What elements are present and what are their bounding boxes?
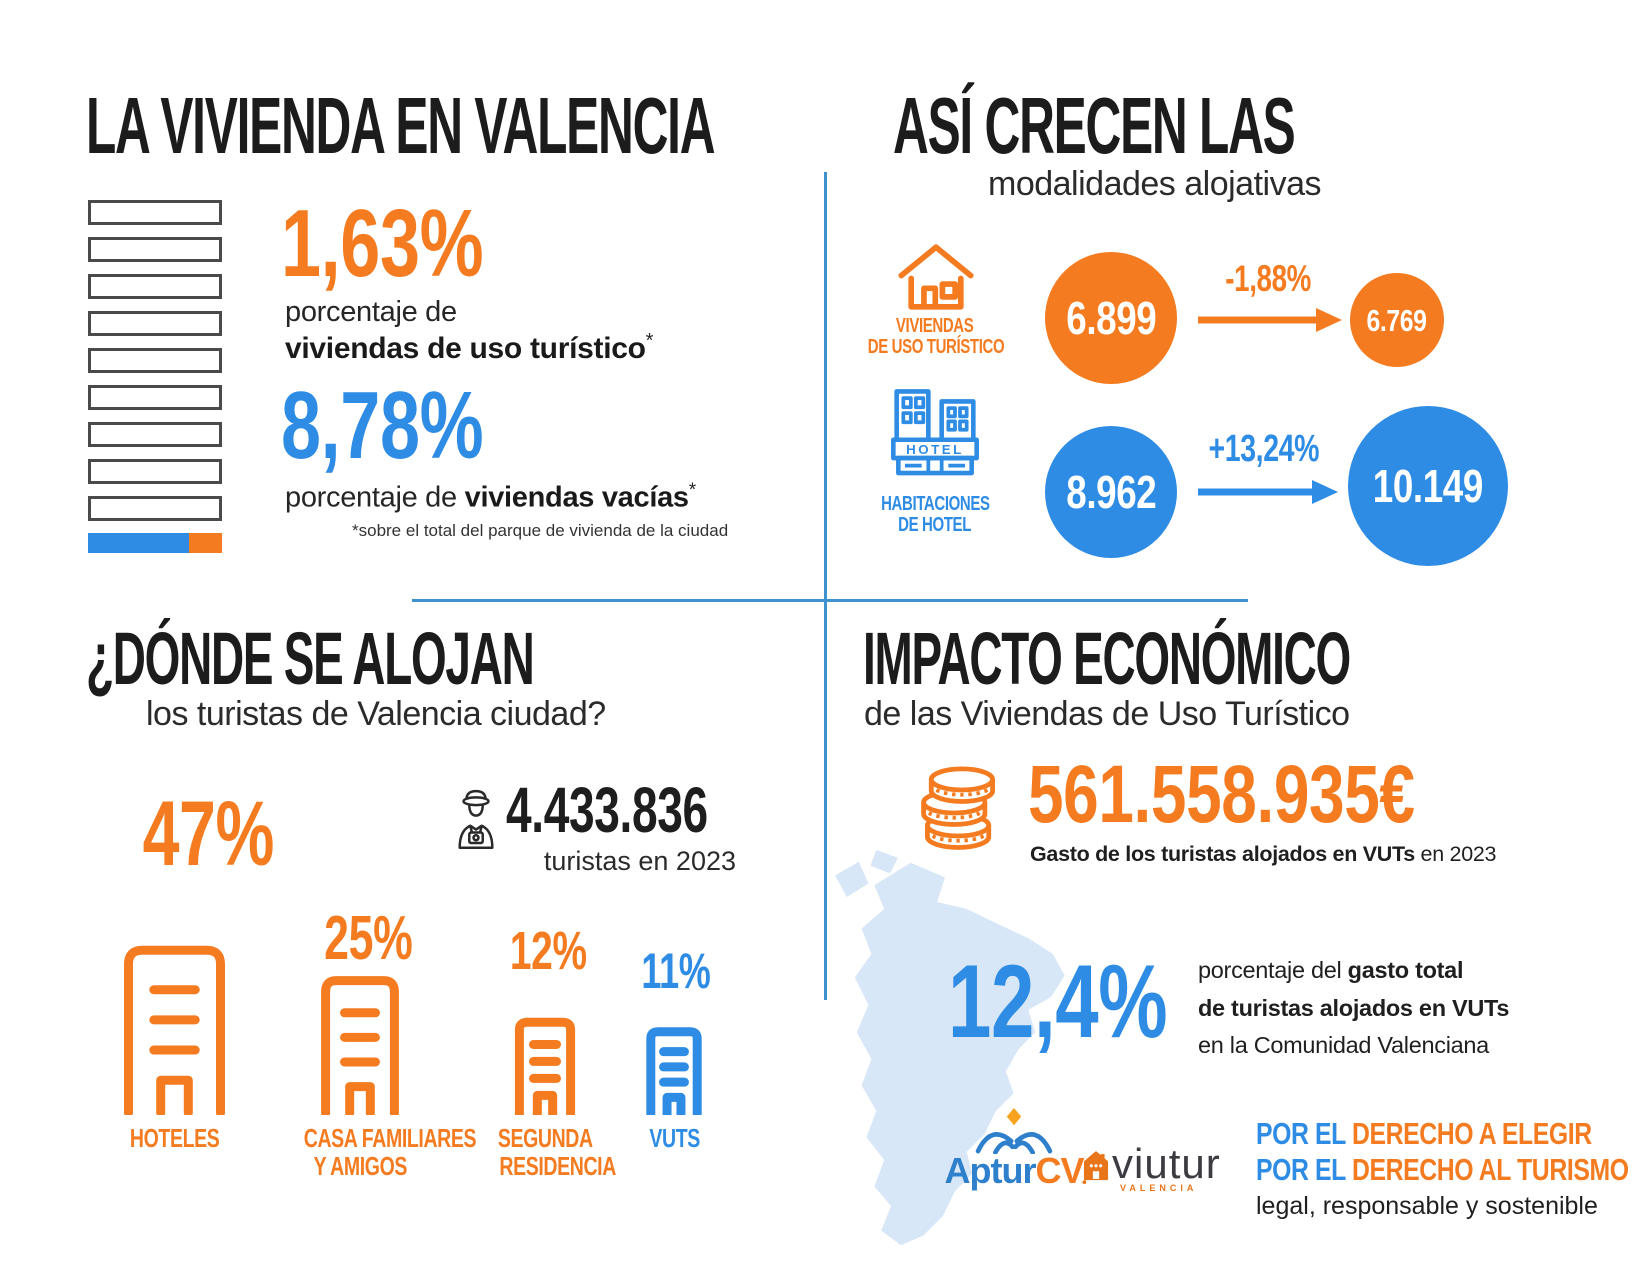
vertical-divider — [824, 172, 827, 1000]
bar-pct-casa: 25% — [324, 904, 413, 973]
hotel-arrow-icon — [1198, 480, 1338, 504]
bar-pct-vuts: 11% — [641, 943, 711, 999]
building-floor — [88, 422, 222, 447]
bar-building-casa — [317, 973, 403, 1115]
apturcv-logo-text: ApturCV — [944, 1150, 1085, 1191]
stat-vut-caption-line1: porcentaje de — [285, 296, 457, 328]
stat-empty-caption: porcentaje de viviendas vacías* — [285, 480, 696, 514]
footnote: *sobre el total del parque de vivienda d… — [352, 521, 729, 540]
bar-building-segunda — [513, 1017, 577, 1115]
spend-total: 561.558.935€ — [1028, 749, 1415, 840]
section-subtitle-modalidades: modalidades alojativas — [988, 165, 1321, 203]
section-title-crecen: ASÍ CRECEN LAS — [893, 81, 1296, 170]
bar-building-hoteles — [117, 941, 232, 1115]
bar-label-casa: CASA FAMILIARES Y AMIGOS — [303, 1123, 477, 1181]
building-floor — [88, 459, 222, 484]
house-icon — [898, 244, 974, 310]
slogan-line1: POR EL DERECHO A ELEGIR — [1256, 1116, 1592, 1151]
hotel-change-label: +13,24% — [1208, 428, 1320, 470]
vut-arrow-icon — [1198, 308, 1342, 332]
footnote-marker: * — [645, 330, 654, 352]
building-floors-graphic — [88, 200, 222, 553]
ratio-bar — [88, 533, 222, 553]
bar-pct-segunda: 12% — [509, 921, 587, 981]
building-floor — [88, 348, 222, 373]
vut-start-circle: 6.899 — [1045, 252, 1177, 384]
stat-empty-percentage: 8,78% — [281, 372, 484, 479]
slogan-line2: POR EL DERECHO AL TURISMO — [1256, 1152, 1629, 1187]
horizontal-divider — [412, 599, 1248, 602]
building-floor — [88, 311, 222, 336]
spend-caption: Gasto de los turistas alojados en VUTs e… — [1030, 842, 1497, 866]
building-floor — [88, 274, 222, 299]
building-floor — [88, 385, 222, 410]
vut-change-label: -1,88% — [1225, 258, 1311, 299]
stat-vut-caption-line2: viviendas de uso turístico* — [285, 330, 654, 365]
share-caption: porcentaje del gasto total de turistas a… — [1198, 957, 1510, 1058]
valencia-region-map — [835, 849, 1065, 1246]
slogan-line3: legal, responsable y sostenible — [1256, 1192, 1598, 1220]
tourists-total-label: turistas en 2023 — [543, 846, 736, 876]
hotel-icon: HOTEL — [891, 389, 979, 476]
hotel-start-circle: 8.962 — [1045, 426, 1177, 558]
viutur-logo-text: viutur — [1112, 1140, 1221, 1187]
house-label: VIVIENDAS DE USO TURÍSTICO — [867, 315, 1005, 358]
coins-icon — [921, 766, 995, 850]
hotel-sign-text: HOTEL — [906, 442, 964, 457]
building-floor — [88, 200, 222, 225]
ratio-bar-blue — [88, 533, 189, 553]
section-title-vivienda: LA VIVIENDA EN VALENCIA — [86, 81, 716, 170]
section-title-impacto: IMPACTO ECONÓMICO — [863, 617, 1351, 700]
bar-building-vuts — [645, 1027, 703, 1115]
share-percentage: 12,4% — [948, 944, 1168, 1060]
viutur-logo-subtext: VALENCIA — [1120, 1183, 1198, 1193]
building-floor — [88, 237, 222, 262]
section-title-alojan: ¿DÓNDE SE ALOJAN — [86, 617, 535, 700]
vut-end-circle: 6.769 — [1350, 273, 1444, 367]
section-subtitle-vut: de las Viviendas de Uso Turístico — [864, 695, 1350, 733]
tourists-total: 4.433.836 — [506, 774, 708, 846]
bar-label-vuts: VUTS — [649, 1123, 701, 1153]
footnote-marker: * — [688, 480, 696, 501]
apturcv-logo-icon — [975, 1108, 1053, 1154]
building-floor — [88, 496, 222, 521]
hotel-label: HABITACIONES DE HOTEL — [880, 493, 990, 536]
bar-label-segunda: SEGUNDA RESIDENCIA — [497, 1123, 617, 1181]
section-subtitle-turistas: los turistas de Valencia ciudad? — [146, 695, 606, 733]
hotel-end-circle: 10.149 — [1348, 406, 1508, 566]
stat-vut-percentage: 1,63% — [281, 190, 484, 297]
bar-label-hoteles: HOTELES — [129, 1123, 220, 1153]
bar-pct-hoteles: 47% — [142, 783, 275, 885]
ratio-bar-orange — [188, 533, 222, 553]
viutur-logo-icon — [1082, 1151, 1109, 1184]
tourist-icon — [458, 789, 494, 850]
